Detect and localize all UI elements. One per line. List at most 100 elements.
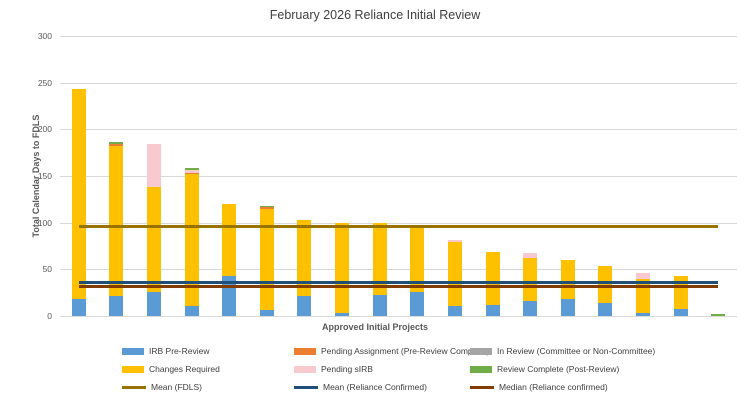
bar-slot [248,36,286,316]
bar-segment-changes-required [598,265,613,303]
stacked-bar [222,204,237,316]
stacked-bar [335,222,350,316]
gridline [60,82,737,84]
y-tick-label: 50 [42,264,52,275]
bar-segment-irb-pre-review [184,305,199,316]
gridline [60,176,737,177]
bar-segment-irb-pre-review [372,295,387,316]
bar-segment-pending-sirb [147,144,162,188]
stacked-bar [109,142,124,316]
legend-item-mean-fdls: Mean (FDLS) [122,378,202,396]
bar-slot [436,36,474,316]
bar-segment-changes-required [485,251,500,305]
stacked-bar [673,275,688,316]
bar-segment-changes-required [147,187,162,292]
legend-item-in-review: In Review (Committee or Non-Committee) [470,342,655,360]
bar-slot [398,36,436,316]
bar-slot [549,36,587,316]
bar-segment-pending-assignment [109,144,124,147]
gridline [60,129,737,131]
bar-slot [210,36,248,316]
bars-layer [60,36,737,316]
bar-segment-changes-required [297,219,312,297]
bar-segment-irb-pre-review [485,304,500,316]
gridline [60,269,737,271]
legend-item-median-reliance: Median (Reliance confirmed) [470,378,608,396]
bar-segment-review-complete [259,205,274,207]
bar-slot [624,36,662,316]
reference-line-median-reliance [78,284,719,288]
plot-area: Total Calendar Days to FDLS 0 50 100 150 200… [31,31,737,321]
legend-label: Review Complete (Post-Review) [497,364,620,374]
bar-segment-pending-sirb [523,252,538,259]
legend-color-swatch [294,365,316,373]
stacked-bar [598,265,613,316]
bar-segment-changes-required [447,242,462,306]
legend-label: Pending sIRB [321,364,373,374]
bar-segment-changes-required [372,222,387,296]
legend-color-swatch [470,347,492,355]
stacked-bar [485,251,500,316]
bar-segment-pending-sirb [447,240,462,243]
bar-slot [587,36,625,316]
legend-color-swatch [470,365,492,373]
x-axis-title: Approved Initial Projects [321,322,429,332]
bar-segment-irb-pre-review [673,308,688,316]
bar-segment-changes-required [335,222,350,314]
legend-line-swatch [122,385,146,389]
bar-slot [511,36,549,316]
legend-label: Pending Assignment (Pre-Review Complete) [321,346,490,356]
legend-color-swatch [294,347,316,355]
y-tick-label: 250 [37,77,52,88]
bar-segment-irb-pre-review [410,291,425,316]
bar-segment-pending-assignment [259,206,274,209]
bar-slot [98,36,136,316]
y-tick-label: 300 [37,31,52,41]
legend-color-swatch [122,365,144,373]
stacked-bar [560,260,575,316]
stacked-bar [711,314,726,316]
bar-slot [286,36,324,316]
bar-segment-irb-pre-review [259,310,274,316]
bar-segment-pending-sirb [635,273,650,279]
y-tick-label: 100 [37,217,52,228]
stacked-bar [297,219,312,316]
legend-item-pending-assignment: Pending Assignment (Pre-Review Complete) [294,342,489,360]
legend-line-swatch [294,385,318,389]
bar-slot [323,36,361,316]
bar-segment-irb-pre-review [560,299,575,316]
bar-segment-changes-required [560,260,575,300]
stacked-bar [372,222,387,316]
reference-line-mean-reliance [78,280,719,284]
bar-slot [361,36,399,316]
legend-item-review-complete: Review Complete (Post-Review) [470,360,619,378]
legend-label: IRB Pre-Review [149,346,210,356]
bar-slot [60,36,98,316]
legend-item-irb-pre-review: IRB Pre-Review [122,342,209,360]
bar-segment-review-complete [109,142,124,145]
bar-segment-changes-required [222,204,237,276]
bar-slot [662,36,700,316]
chart-title: February 2026 Reliance Initial Review [269,8,481,22]
bar-segment-changes-required [523,258,538,302]
bar-segment-irb-pre-review [147,291,162,316]
stacked-bar [635,273,650,316]
bar-segment-changes-required [410,225,425,292]
bar-slot [699,36,737,316]
legend-label: Mean (Reliance Confirmed) [323,382,427,392]
legend-label: Mean (FDLS) [151,382,203,392]
chart-legend: IRB Pre-Review Pending Assignment (Pre-Re… [0,341,750,397]
stacked-bar [184,167,199,316]
bar-segment-irb-pre-review [447,305,462,316]
bar-slot [135,36,173,316]
gridline [60,222,737,224]
bar-segment-changes-required [109,146,124,297]
bar-segment-changes-required [673,275,688,309]
bar-segment-irb-pre-review [335,313,350,316]
legend-label: Median (Reliance confirmed) [499,382,608,392]
y-tick-label: 150 [37,171,52,181]
gridline [60,36,737,37]
bar-slot [474,36,512,316]
stacked-bar [410,225,425,316]
